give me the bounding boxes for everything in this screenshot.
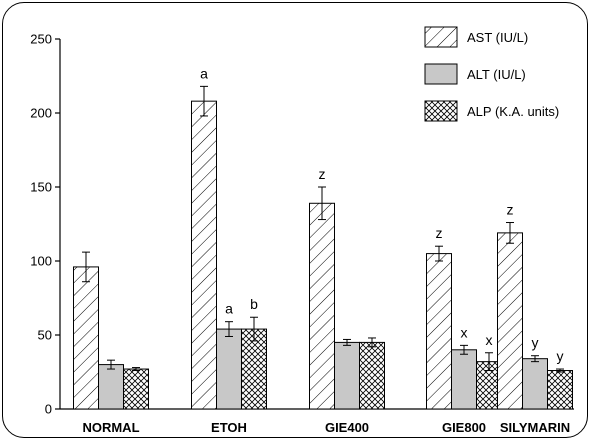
plot-area: 0 50 100 150 200 250 NORMAL a a b ETOH z GIE400 z x x GI… <box>30 32 574 435</box>
legend-label: AST (IU/L) <box>467 30 528 45</box>
significance-letter: b <box>250 296 258 312</box>
bar-crosshatch-silymarin <box>547 370 573 410</box>
y-tick-label: 0 <box>45 402 52 417</box>
legend-swatch <box>424 100 458 122</box>
bar-hatch-etoh <box>191 100 217 410</box>
bar-hatch-gie400 <box>309 202 335 410</box>
bar-crosshatch-gie400 <box>359 341 385 410</box>
significance-letter: a <box>200 65 208 81</box>
legend: AST (IU/L) ALT (IU/L) ALP (K.A. units) <box>424 26 559 122</box>
bar-hatch-normal <box>73 266 99 410</box>
x-tick-label: GIE400 <box>325 420 369 435</box>
bar-gray-normal <box>98 364 124 410</box>
x-tick-label: ETOH <box>211 420 247 435</box>
y-tick-label: 250 <box>30 32 52 47</box>
x-tick-label: GIE800 <box>442 420 486 435</box>
bar-crosshatch-normal <box>123 368 149 410</box>
x-tick-label: NORMAL <box>82 420 139 435</box>
significance-letter: z <box>319 166 326 182</box>
bar-hatch-silymarin <box>497 232 523 410</box>
y-tick-label: 50 <box>38 328 52 343</box>
y-tick-label: 100 <box>30 254 52 269</box>
bar-gray-etoh <box>216 328 242 410</box>
bar-gray-gie800 <box>451 349 477 410</box>
y-tick-label: 200 <box>30 106 52 121</box>
significance-letter: x <box>461 324 468 340</box>
significance-letter: y <box>532 335 539 351</box>
legend-label: ALT (IU/L) <box>467 67 526 82</box>
bar-gray-gie400 <box>334 341 360 410</box>
significance-letter: a <box>225 301 233 317</box>
significance-letter: z <box>507 202 514 218</box>
legend-label: ALP (K.A. units) <box>467 104 559 119</box>
bar-gray-silymarin <box>522 358 548 410</box>
y-tick-label: 150 <box>30 180 52 195</box>
significance-letter: y <box>557 348 564 364</box>
x-tick-label: SILYMARIN <box>500 420 570 435</box>
bar-hatch-gie800 <box>426 253 452 410</box>
legend-swatch <box>424 26 458 48</box>
significance-letter: x <box>486 332 493 348</box>
significance-letter: z <box>436 225 443 241</box>
legend-swatch <box>424 63 458 85</box>
bar-crosshatch-etoh <box>241 328 267 410</box>
